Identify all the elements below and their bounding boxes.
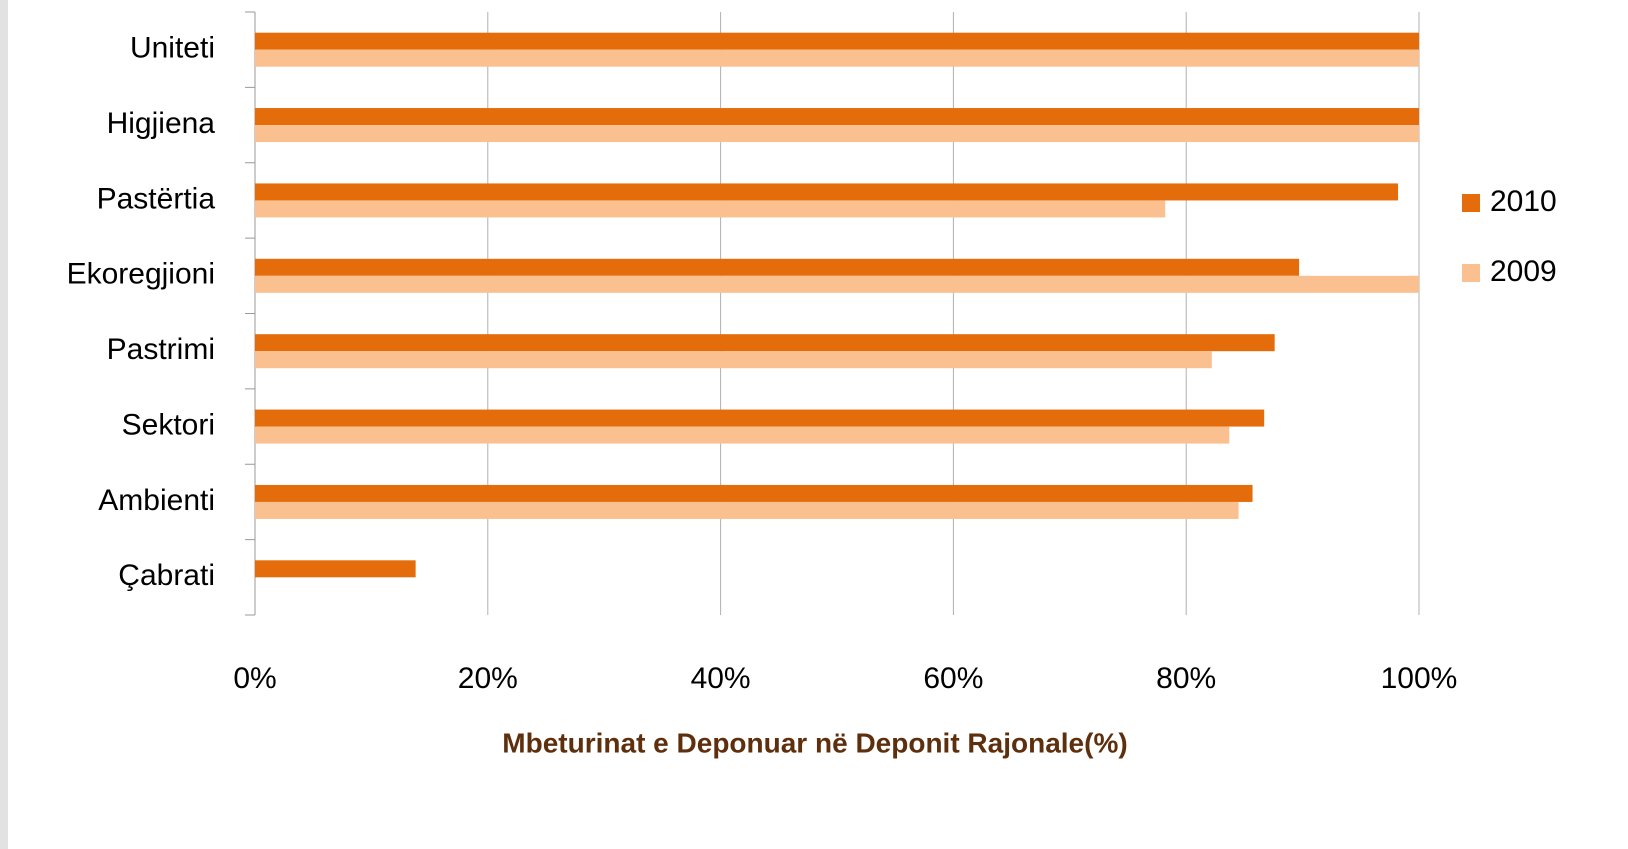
x-tick-label: 100% [1381,662,1458,695]
legend-swatch [1462,264,1480,282]
bar [255,183,1399,201]
bar [255,275,1419,293]
y-tick-label: Pastrimi [107,333,215,366]
y-tick-label: Çabrati [118,559,215,592]
bar [255,334,1275,352]
legend-label: 2009 [1490,255,1557,288]
x-tick-label: 80% [1156,662,1216,695]
y-tick-label: Ambienti [98,484,215,517]
y-tick-label: Higjiena [107,107,216,140]
bar [255,426,1230,444]
bar [255,200,1166,218]
bar [255,258,1300,276]
bar [255,351,1212,369]
bar [255,409,1265,427]
y-tick-label: Ekoregjioni [67,258,215,291]
x-tick-label: 60% [923,662,983,695]
x-tick-label: 0% [233,662,276,695]
x-tick-label: 20% [458,662,518,695]
bar [255,49,1419,67]
bar [255,108,1419,126]
bar [255,32,1419,50]
legend-swatch [1462,194,1480,212]
bar [255,125,1419,143]
y-tick-label: Pastërtia [97,182,216,215]
bar [255,501,1239,519]
y-tick-label: Sektori [122,408,215,441]
bar [255,484,1253,502]
y-tick-label: Uniteti [130,32,215,65]
bar [255,560,416,578]
x-tick-label: 40% [691,662,751,695]
x-axis-title: Mbeturinat e Deponuar në Deponit Rajonal… [502,727,1127,758]
frame-strip [0,0,8,849]
legend-label: 2010 [1490,185,1557,218]
